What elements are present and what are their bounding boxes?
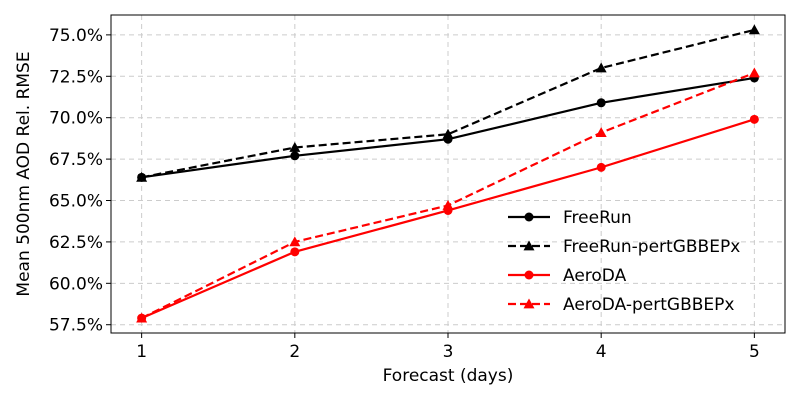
x-tick-label: 2 [289, 342, 300, 362]
data-point [596, 162, 606, 172]
series-line [141, 28, 755, 179]
series-2 [137, 114, 759, 323]
data-point [290, 151, 300, 161]
y-tick-label: 57.5% [49, 316, 103, 336]
y-tick-label: 62.5% [49, 233, 103, 253]
data-point [749, 114, 759, 124]
x-axis-label: Forecast (days) [383, 366, 514, 386]
legend-label: AeroDA-pertGBBEPx [563, 295, 734, 315]
data-point [136, 312, 148, 323]
y-tick-label: 67.5% [49, 150, 103, 170]
legend-marker [524, 212, 534, 222]
y-tick-label: 72.5% [49, 67, 103, 87]
legend-label: FreeRun-pertGBBEPx [563, 237, 740, 257]
data-point [442, 128, 454, 139]
legend: FreeRun FreeRun-pertGBBEPx AeroDA AeroDA-pe… [508, 208, 740, 315]
y-tick-label: 65.0% [49, 192, 103, 212]
x-tick-label: 1 [136, 342, 147, 362]
x-tick-label: 3 [443, 342, 454, 362]
legend-label: AeroDA [563, 266, 627, 286]
data-point [290, 247, 300, 257]
y-tick-label: 60.0% [49, 274, 103, 294]
data-point [289, 236, 301, 247]
series-1 [136, 24, 760, 182]
grid [111, 15, 785, 333]
data-point [596, 98, 606, 108]
data-point [748, 24, 760, 35]
legend-item: FreeRun-pertGBBEPx [508, 237, 740, 257]
legend-item: AeroDA-pertGBBEPx [508, 295, 734, 315]
y-axis-label: Mean 500nm AOD Rel. RMSE [14, 51, 34, 296]
data-point [595, 62, 607, 73]
x-tick-label: 5 [749, 342, 760, 362]
x-axis: 1 2 3 4 5 [136, 333, 760, 362]
data-point [595, 127, 607, 137]
x-tick-label: 4 [596, 342, 607, 362]
series-layer [136, 24, 760, 323]
data-point [136, 171, 148, 182]
legend-marker [523, 240, 535, 251]
legend-item: AeroDA [508, 266, 627, 286]
legend-item: FreeRun [508, 208, 632, 228]
series-3 [136, 67, 760, 323]
legend-marker [523, 298, 535, 309]
plot-frame [110, 14, 786, 334]
data-point [442, 199, 454, 210]
legend-label: FreeRun [563, 208, 632, 228]
legend-marker [524, 270, 534, 280]
data-point [748, 67, 760, 78]
series-0 [137, 73, 759, 182]
y-tick-label: 75.0% [49, 26, 103, 46]
y-axis: 57.5% 60.0% 62.5% 65.0% 67.5% 70.0% 72.5% 75.0% [49, 26, 111, 336]
data-point [289, 142, 301, 152]
y-tick-label: 70.0% [49, 109, 103, 129]
